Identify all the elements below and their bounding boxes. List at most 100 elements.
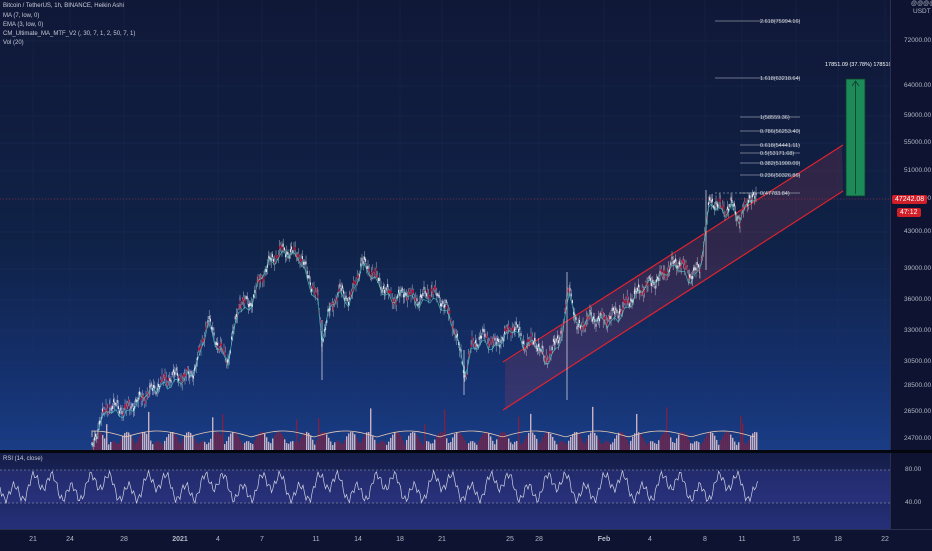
candle-body (654, 285, 656, 289)
volume-bar (718, 444, 720, 450)
candle-body (511, 328, 513, 332)
candle-body (135, 398, 137, 402)
volume-bar (700, 444, 702, 450)
volume-bar (256, 436, 258, 450)
candle-body (309, 282, 311, 286)
candle-body (730, 197, 732, 201)
candle-body (156, 387, 158, 391)
volume-bar (302, 434, 304, 450)
candle-body (477, 344, 479, 348)
ema-indicator-label[interactable]: EMA (3, low, 0) (3, 22, 44, 28)
candle-body (93, 437, 95, 441)
price-chart[interactable]: 2.618(75994.16) 1.618(63218.64) 1(58559.36… (0, 0, 890, 450)
candle-body (132, 408, 134, 412)
volume-bar (344, 439, 346, 450)
rsi-indicator-label[interactable]: RSI (14, close) (3, 456, 43, 462)
bar-countdown-badge: 47:12 (897, 208, 921, 217)
candle-body (271, 254, 273, 258)
candle-body (178, 378, 180, 382)
volume-bar (420, 441, 422, 450)
candle-body (516, 324, 518, 328)
candle-body (551, 346, 553, 350)
cm-ma-indicator-label[interactable]: CM_Ultimate_MA_MTF_V2 (, 30, 7, 1, 2, 50… (3, 31, 136, 37)
candle-body (722, 204, 724, 208)
volume-bar (600, 442, 602, 450)
volume-bar (246, 441, 248, 450)
candle-body (111, 405, 113, 409)
price-axis[interactable]: @@@@@... USDT 72000.00 64000.00 59000.00 55… (890, 0, 932, 450)
volume-bar (428, 441, 430, 450)
candle-body (168, 378, 170, 382)
chart-title[interactable]: Bitcoin / TetherUS, 1h, BINANCE, Heikin … (3, 3, 124, 9)
volume-bar (540, 441, 542, 450)
candle-body (521, 341, 523, 345)
candle-body (524, 347, 526, 351)
candle-body (391, 299, 393, 303)
volume-bar (458, 432, 460, 450)
candle-body (288, 255, 290, 259)
candle-body (694, 266, 696, 270)
candle-body (315, 288, 317, 292)
volume-bar (160, 442, 162, 450)
candle-body (696, 261, 698, 265)
volume-bar (238, 437, 240, 450)
candle-body (446, 305, 448, 309)
volume-bar (154, 442, 156, 450)
candle-body (711, 198, 713, 202)
candle-body (651, 282, 653, 286)
candle-body (515, 321, 517, 325)
candle-body (534, 337, 536, 341)
volume-bar (244, 442, 246, 450)
candle-body (601, 311, 603, 315)
volume-indicator-label[interactable]: Vol (20) (3, 40, 24, 46)
fib-level-label: 0.786(56253.40) (760, 129, 801, 135)
volume-bar (378, 443, 380, 450)
candle-body (231, 336, 233, 340)
candle-body (625, 300, 627, 304)
candle-body (468, 353, 470, 357)
rsi-axis[interactable]: 80.00 40.00 (890, 453, 932, 529)
candle-body (357, 274, 359, 278)
time-tick-label: 8 (703, 536, 707, 543)
rsi-pane[interactable]: RSI (14, close) (0, 453, 890, 529)
candle-body (664, 270, 666, 274)
volume-bar (560, 441, 562, 450)
candle-body (254, 290, 256, 294)
rsi-chart[interactable] (0, 453, 890, 529)
time-tick-label: 25 (506, 536, 514, 543)
volume-bar (124, 433, 126, 450)
candle-body (635, 290, 637, 294)
volume-bar (146, 433, 148, 450)
candle-body (570, 293, 572, 297)
volume-bar (584, 443, 586, 450)
volume-bar (550, 433, 552, 450)
volume-bar (650, 441, 652, 450)
candle-body (422, 292, 424, 296)
volume-bar (426, 441, 428, 450)
volume-bar (664, 432, 666, 450)
candle-body (618, 310, 620, 314)
candle-body (425, 293, 427, 297)
fib-level-label: 2.618(75994.16) (760, 19, 801, 25)
ma-indicator-label[interactable]: MA (7, low, 0) (3, 13, 40, 19)
time-axis[interactable]: 21 24 28 2021 4 7 11 14 18 21 25 28 Feb 4 8 11 15 18 22 (0, 529, 932, 551)
candle-body (329, 307, 331, 311)
volume-bar (654, 443, 656, 450)
candle-body (211, 326, 213, 330)
volume-bar (738, 442, 740, 450)
volume-bar (520, 443, 522, 450)
volume-bar (624, 435, 626, 450)
pane-separator[interactable] (0, 450, 932, 453)
candle-body (113, 399, 115, 403)
volume-bar (488, 433, 490, 450)
volume-bar (132, 438, 134, 450)
candle-body (389, 290, 391, 294)
candle-body (299, 259, 301, 263)
volume-bar (412, 431, 414, 450)
candle-body (729, 203, 731, 207)
candle-body (621, 307, 623, 311)
candle-body (606, 322, 608, 326)
main-chart-pane[interactable]: 2.618(75994.16) 1.618(63218.64) 1(58559.36… (0, 0, 890, 450)
volume-bar (666, 407, 668, 450)
candle-body (264, 269, 266, 273)
